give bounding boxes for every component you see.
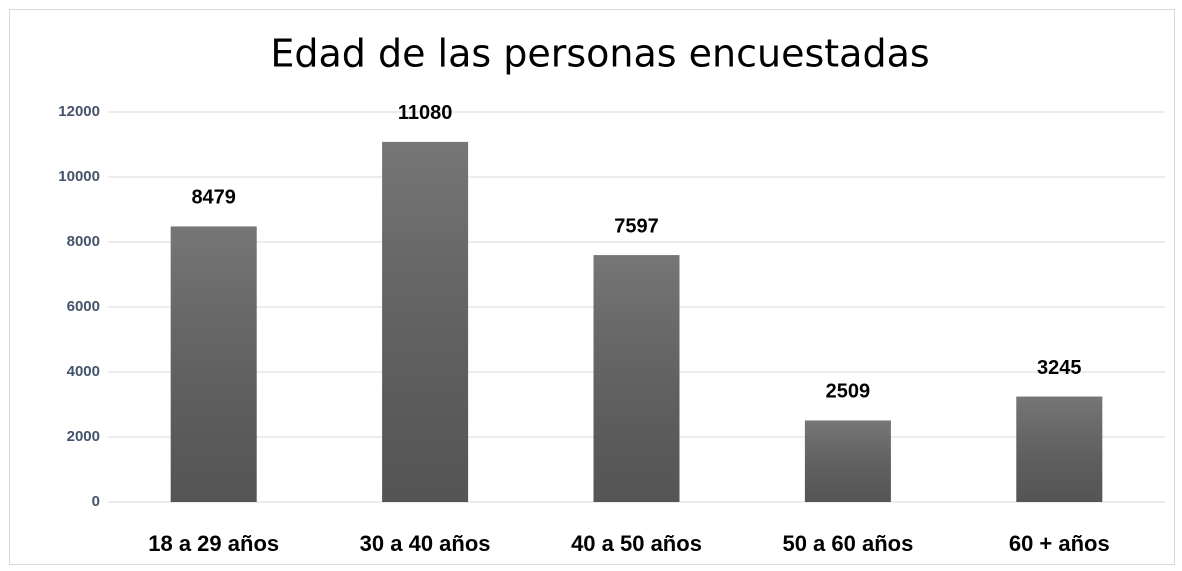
chart-title: Edad de las personas encuestadas bbox=[270, 32, 929, 76]
bar-shade bbox=[804, 420, 891, 502]
x-tick-label: 30 a 40 años bbox=[360, 531, 491, 556]
y-tick-label: 4000 bbox=[67, 363, 100, 380]
x-tick-label: 40 a 50 años bbox=[571, 531, 702, 556]
bar-shade bbox=[170, 226, 257, 502]
x-tick-label: 50 a 60 años bbox=[782, 531, 913, 556]
data-label: 8479 bbox=[191, 187, 236, 209]
y-tick-label: 10000 bbox=[58, 168, 100, 185]
data-label: 11080 bbox=[398, 102, 453, 124]
bar-shade bbox=[593, 255, 680, 502]
bar-shade bbox=[382, 141, 469, 502]
y-tick-label: 8000 bbox=[67, 233, 100, 250]
y-tick-label: 12000 bbox=[58, 103, 100, 120]
y-tick-label: 6000 bbox=[67, 298, 100, 315]
x-tick-label: 60 + años bbox=[1009, 531, 1110, 556]
data-label: 3245 bbox=[1037, 357, 1082, 379]
y-tick-label: 2000 bbox=[67, 428, 100, 445]
bar-shade bbox=[1016, 396, 1103, 502]
y-tick-label: 0 bbox=[92, 493, 100, 510]
data-label: 2509 bbox=[826, 381, 871, 403]
x-tick-label: 18 a 29 años bbox=[148, 531, 279, 556]
data-label: 7597 bbox=[614, 215, 659, 237]
